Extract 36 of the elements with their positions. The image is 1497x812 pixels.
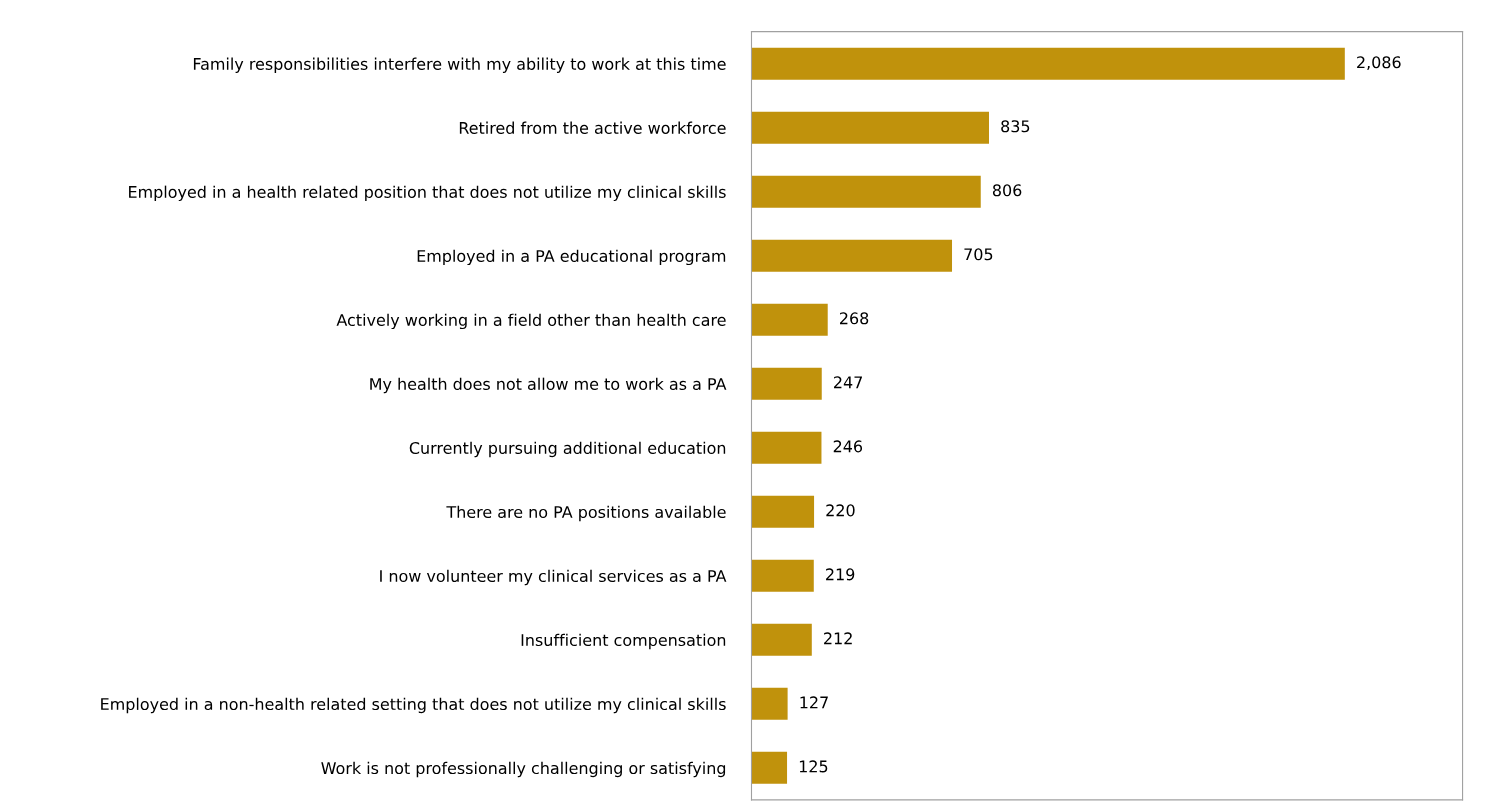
bar (751, 239, 953, 272)
y-tick-label: Actively working in a field other than health care (336, 313, 726, 330)
data-label: 835 (1001, 120, 1030, 133)
bar (751, 495, 815, 528)
y-tick-label: I now volunteer my clinical services as a PA (380, 569, 727, 586)
y-tick-label: Employed in a non-health related setting that does not utilize my clinical skills (101, 697, 726, 714)
data-label: 246 (833, 440, 863, 453)
bar (751, 111, 989, 144)
y-tick-label: My health does not allow me to work as a PA (370, 377, 727, 394)
data-label: 220 (826, 504, 855, 517)
y-tick-label: Retired from the active workforce (459, 121, 726, 134)
y-tick-label: Employed in a PA educational program (417, 249, 726, 266)
bar (751, 431, 822, 464)
data-label: 219 (826, 568, 855, 581)
bar (751, 367, 822, 400)
y-tick-label: Employed in a health related position that does not utilize my clinical skills (129, 185, 726, 202)
data-label: 2,086 (1357, 56, 1401, 70)
y-tick-label: Work is not professionally challenging or satisfying (321, 761, 726, 778)
bar (751, 303, 828, 336)
y-tick-label: There are no PA positions available (446, 505, 726, 522)
data-label: 806 (992, 184, 1022, 197)
data-label: 212 (824, 632, 852, 645)
bar (751, 175, 981, 208)
data-label: 268 (840, 312, 869, 325)
data-label: 247 (834, 376, 862, 389)
bar (751, 47, 1345, 80)
data-label: 127 (800, 696, 828, 709)
bar (751, 687, 788, 720)
bar (751, 623, 812, 656)
data-label: 705 (964, 248, 993, 261)
data-label: 125 (799, 760, 828, 773)
y-tick-label: Insufficient compensation (521, 633, 726, 650)
bar (751, 751, 788, 784)
y-tick-label: Currently pursuing additional education (409, 441, 726, 458)
y-tick-label: Family responsibilities interfere with my ability to work at this time (193, 57, 726, 74)
bar (751, 559, 814, 592)
